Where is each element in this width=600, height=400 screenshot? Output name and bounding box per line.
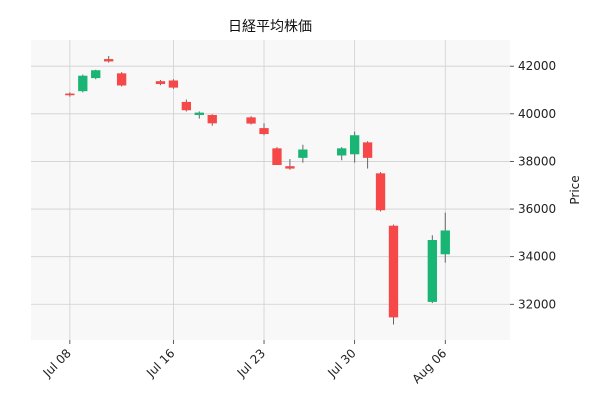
- candle: [246, 116, 256, 125]
- candle-body-down: [246, 117, 256, 124]
- candle-body-up: [349, 135, 360, 155]
- candle: [440, 212, 450, 263]
- candle-body-down: [116, 73, 127, 86]
- x-tick-label: Jul 08: [40, 346, 74, 380]
- y-tick-label: 42000: [518, 59, 556, 73]
- y-tick-label: 36000: [518, 202, 556, 216]
- candle: [285, 159, 295, 170]
- y-tick-label: 40000: [518, 107, 556, 121]
- candle: [298, 144, 308, 163]
- y-axis: 32000 34000 36000 38000 40000 42000: [510, 59, 556, 311]
- candle-body-down: [155, 81, 166, 85]
- gridlines: [31, 40, 510, 340]
- candle: [155, 80, 166, 86]
- candle-body-up: [194, 112, 204, 115]
- candle: [362, 141, 373, 169]
- x-tick-label: Jul 23: [234, 346, 268, 380]
- candle: [104, 55, 114, 63]
- candle: [168, 79, 179, 89]
- y-tick-label: 34000: [518, 250, 556, 264]
- x-tick-label: Jul 16: [143, 346, 177, 380]
- plot-area: [31, 40, 510, 340]
- candle: [349, 131, 360, 163]
- candle-body-down: [388, 225, 399, 318]
- candle-body-up: [440, 230, 450, 255]
- candle: [181, 99, 192, 112]
- candle: [65, 92, 75, 97]
- y-axis-label: Price: [568, 175, 582, 204]
- candle: [194, 111, 204, 119]
- candle-body-down: [259, 128, 269, 135]
- candle: [388, 224, 399, 325]
- candle-body-up: [298, 149, 308, 158]
- x-axis: Jul 08 Jul 16 Jul 23 Jul 30 Aug 06: [40, 340, 449, 386]
- candle-body-up: [337, 148, 347, 156]
- x-tick-label: Aug 06: [409, 346, 449, 386]
- chart-title: 日経平均株価: [228, 19, 312, 35]
- candle-body-down: [65, 93, 75, 96]
- candle: [375, 172, 386, 212]
- candle: [272, 147, 282, 165]
- candle: [427, 235, 437, 304]
- candle-body-down: [104, 59, 114, 62]
- candle-body-down: [168, 80, 179, 88]
- candle: [207, 114, 217, 126]
- candle-body-up: [78, 75, 88, 92]
- candle: [337, 147, 347, 161]
- candle-body-down: [272, 148, 282, 165]
- candles: [65, 55, 450, 325]
- candle-body-down: [375, 173, 386, 211]
- candle-body-down: [285, 166, 295, 169]
- candle-body-down: [207, 115, 217, 124]
- candle: [78, 74, 88, 93]
- candle-body-up: [427, 240, 437, 302]
- candle-body-up: [91, 70, 101, 79]
- y-tick-label: 32000: [518, 297, 556, 311]
- candle: [116, 72, 127, 87]
- candle-body-down: [362, 142, 373, 158]
- candle: [91, 69, 101, 80]
- y-tick-label: 38000: [518, 154, 556, 168]
- x-tick-label: Jul 30: [324, 346, 358, 380]
- candle-body-down: [181, 101, 192, 111]
- candle: [259, 123, 269, 136]
